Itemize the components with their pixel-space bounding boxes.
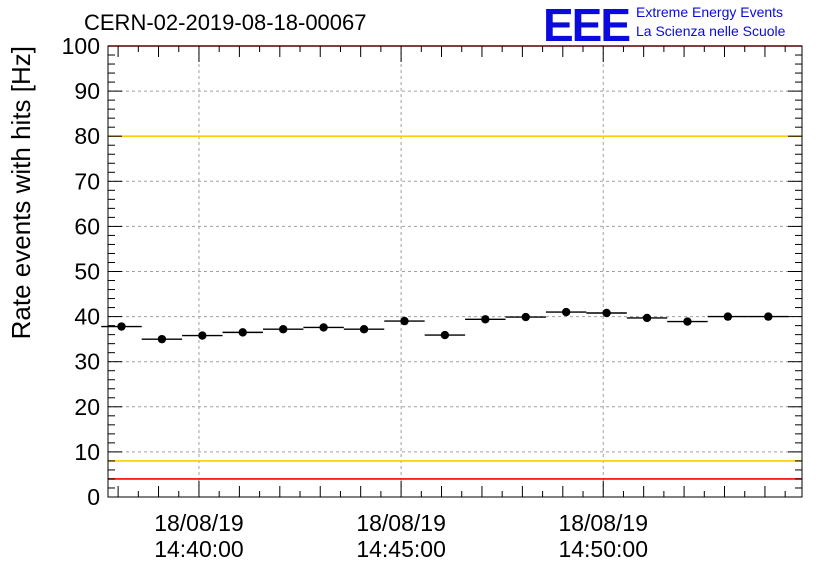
- data-point: [400, 316, 409, 326]
- y-tick-label: 60: [74, 213, 100, 239]
- y-tick-label: 50: [74, 259, 100, 285]
- x-tick-labels: 18/08/1914:40:0018/08/1914:45:0018/08/19…: [154, 510, 648, 562]
- data-point: [319, 323, 328, 332]
- x-tick-time: 14:50:00: [558, 536, 648, 562]
- data-points: [101, 307, 789, 344]
- data-point: [359, 325, 369, 334]
- y-axis-title: Rate events with hits [Hz]: [6, 46, 36, 339]
- data-point: [764, 312, 773, 321]
- y-tick-labels: 0 10 20 30 40 50 60 70 80 90 100: [62, 33, 100, 510]
- y-tick-label: 30: [74, 349, 100, 375]
- y-tick-label: 70: [74, 168, 100, 194]
- run-title: CERN-02-2019-08-18-00067: [84, 10, 367, 35]
- data-point: [440, 330, 450, 340]
- grid-lines: [108, 46, 802, 497]
- data-point: [521, 312, 530, 322]
- data-point: [198, 331, 207, 340]
- eee-logo: EEE: [543, 0, 631, 51]
- logo-caption-line1: Extreme Energy Events: [636, 4, 784, 20]
- x-tick-date: 18/08/19: [356, 510, 446, 536]
- data-point: [642, 313, 652, 323]
- y-tick-label: 90: [74, 78, 100, 104]
- data-point: [278, 325, 288, 334]
- data-point: [481, 315, 490, 324]
- data-point: [157, 334, 167, 344]
- x-tick-time: 14:40:00: [154, 536, 244, 562]
- data-point: [117, 322, 126, 331]
- data-point: [238, 328, 247, 337]
- x-tick-date: 18/08/19: [558, 510, 648, 536]
- reference-lines: [108, 45, 802, 480]
- y-tick-label: 0: [87, 484, 100, 510]
- logo-caption: Extreme Energy Events La Scienza nelle S…: [636, 3, 785, 41]
- y-tick-label: 40: [74, 304, 100, 330]
- y-tick-label: 20: [74, 394, 100, 420]
- plot-frame: [107, 45, 803, 498]
- y-tick-label: 80: [74, 123, 100, 149]
- y-tick-label: 10: [74, 439, 100, 465]
- data-point: [561, 307, 571, 317]
- y-tick-label: 100: [62, 33, 100, 59]
- data-point: [602, 308, 611, 318]
- data-point: [683, 317, 692, 326]
- x-tick-date: 18/08/19: [154, 510, 244, 536]
- x-tick-time: 14:45:00: [356, 536, 446, 562]
- data-point: [723, 312, 733, 321]
- logo-caption-line2: La Scienza nelle Scuole: [636, 23, 786, 39]
- axis-ticks: [108, 45, 802, 498]
